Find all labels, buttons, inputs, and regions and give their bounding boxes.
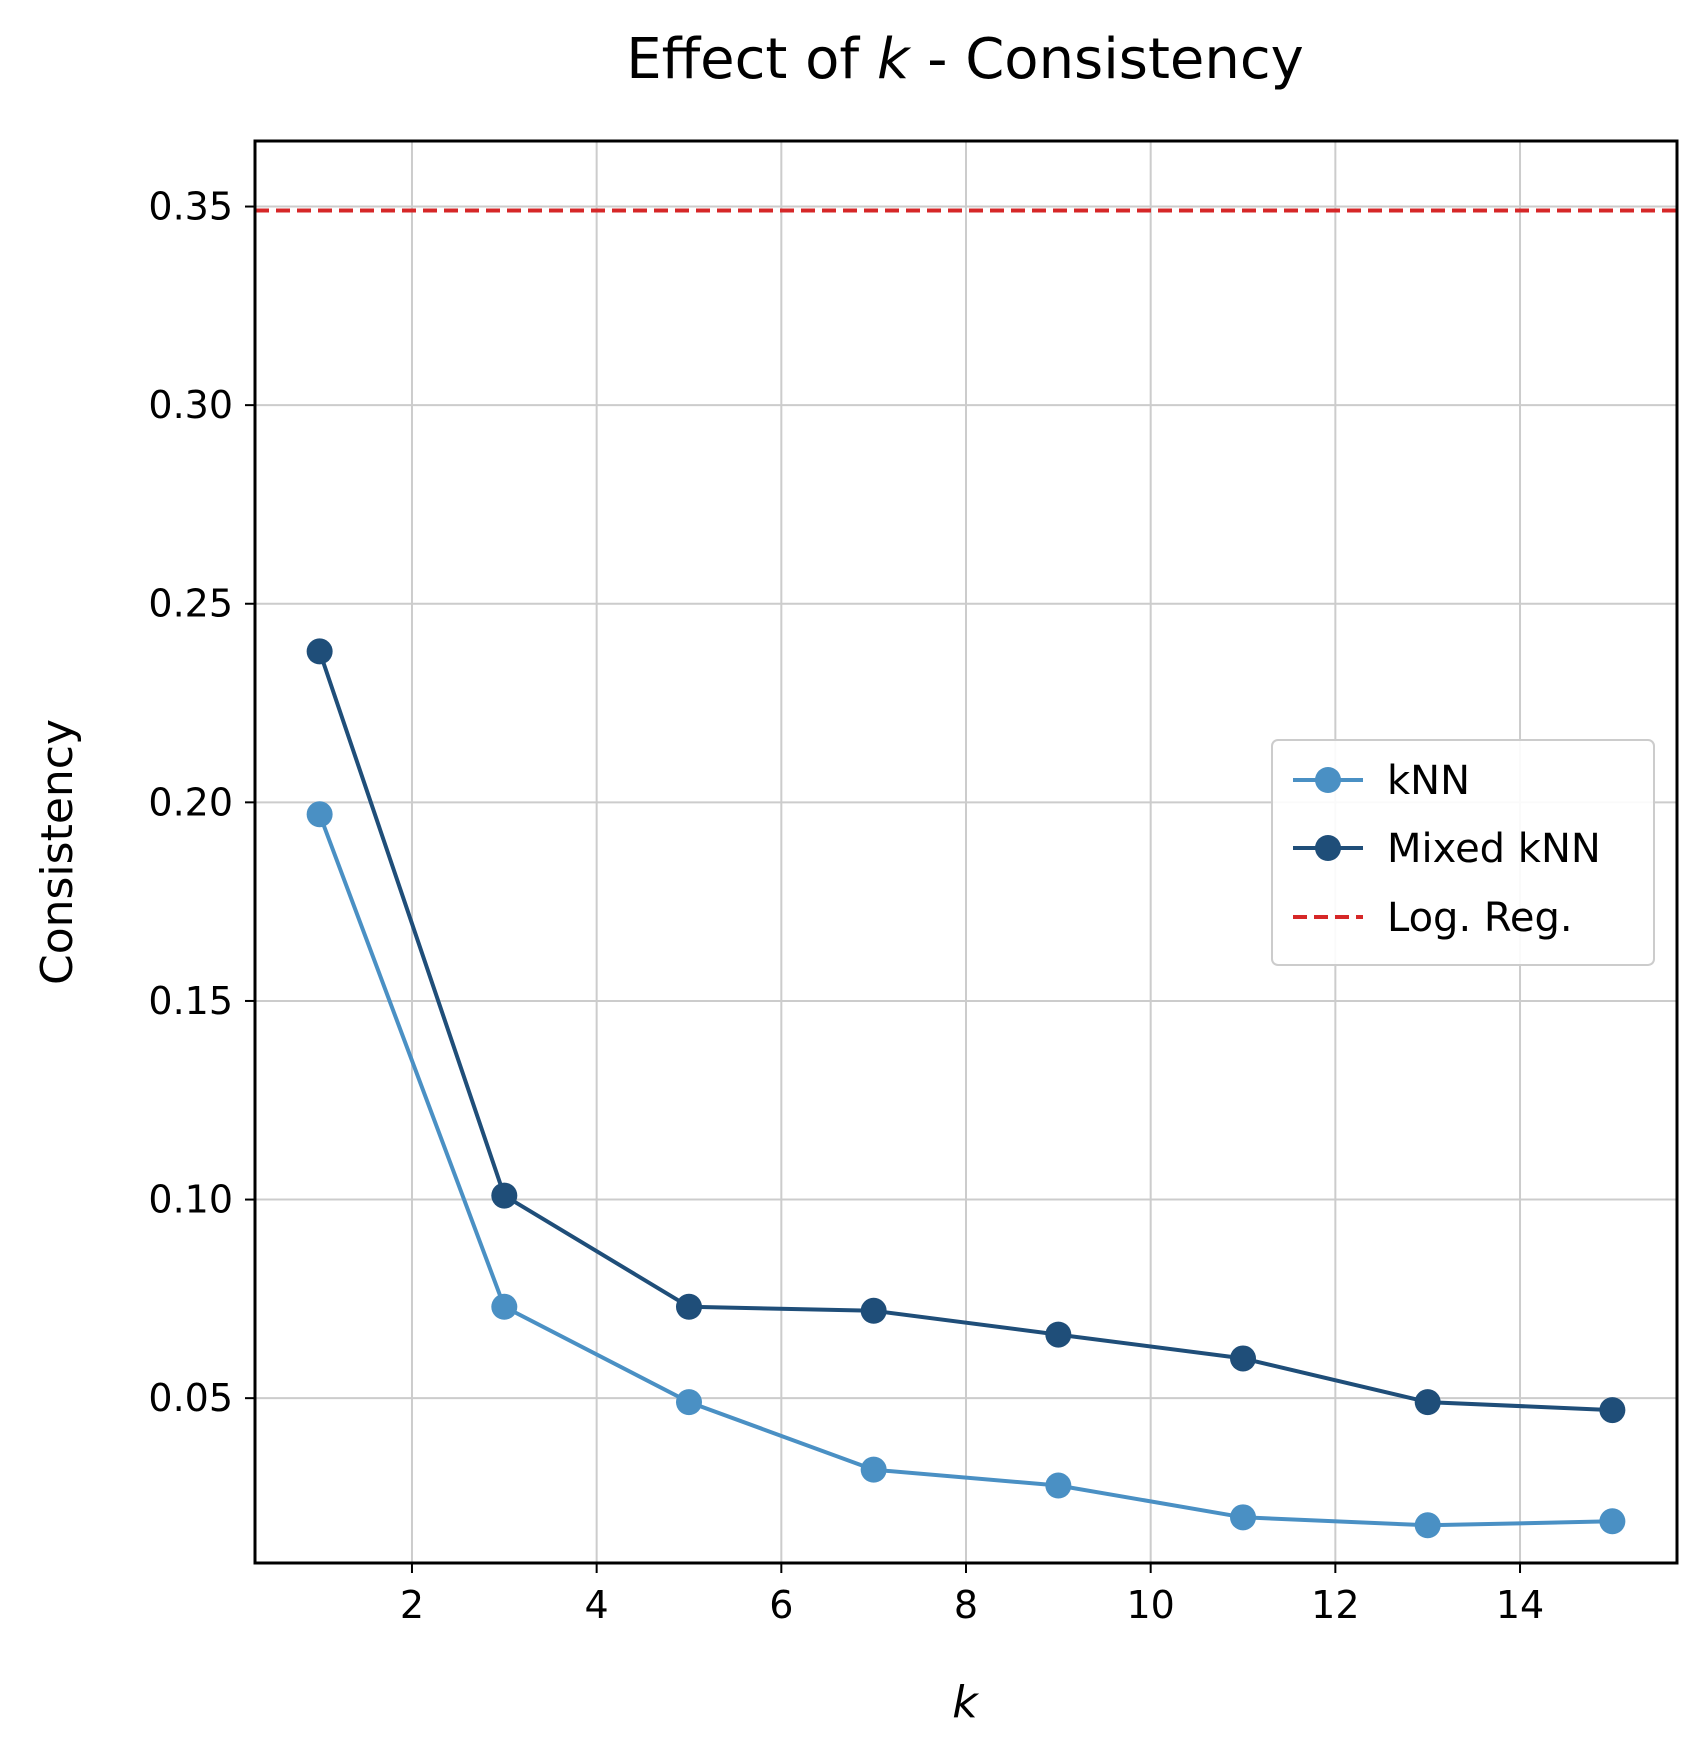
y-tick-label: 0.20 xyxy=(148,780,233,824)
x-tick-label: 6 xyxy=(769,1583,793,1627)
knn-data-point xyxy=(1599,1508,1626,1535)
data-series xyxy=(306,638,1626,1539)
x-tick-label: 10 xyxy=(1126,1583,1174,1627)
x-tick-label: 2 xyxy=(400,1583,424,1627)
y-tick-label: 0.25 xyxy=(148,582,233,626)
y-tick-label: 0.10 xyxy=(148,1178,233,1222)
y-tick-label: 0.05 xyxy=(148,1376,233,1420)
mixed-knn-data-point xyxy=(1230,1345,1257,1372)
knn-data-point xyxy=(675,1389,702,1416)
mixed-knn-data-point xyxy=(1045,1321,1072,1348)
knn-data-point xyxy=(491,1293,518,1320)
knn-data-point xyxy=(306,801,333,828)
mixed-knn-data-point xyxy=(1414,1389,1441,1416)
legend-knn-label: kNN xyxy=(1387,758,1470,804)
legend-mixed-knn-label: Mixed kNN xyxy=(1387,826,1601,872)
y-tick-label: 0.15 xyxy=(148,979,233,1023)
y-axis-label: Consistency xyxy=(32,719,83,985)
chart-title-variable: k xyxy=(877,27,912,92)
mixed-knn-data-point xyxy=(1599,1397,1626,1424)
knn-series-line xyxy=(317,813,1613,1528)
x-tick-label: 12 xyxy=(1311,1583,1359,1627)
legend-mixed-knn-marker xyxy=(1315,835,1341,861)
y-tick-label: 0.30 xyxy=(148,383,233,427)
legend-box xyxy=(1271,739,1655,966)
x-axis-label: k xyxy=(952,1677,979,1728)
mixed-knn-data-point xyxy=(306,638,333,665)
knn-data-point xyxy=(1414,1512,1441,1539)
x-tick-label: 4 xyxy=(585,1583,609,1627)
knn-data-point xyxy=(1045,1472,1072,1499)
legend-log-reg-label: Log. Reg. xyxy=(1387,895,1573,941)
knn-data-point xyxy=(860,1456,887,1483)
chart-title: Effect of k - Consistency xyxy=(626,27,1304,92)
mixed-knn-series-line xyxy=(317,650,1613,1413)
x-axis-ticks: 2 4 6 8 10 12 14 xyxy=(400,1563,1544,1627)
mixed-knn-data-point xyxy=(860,1297,887,1324)
chart-title-prefix: Effect of xyxy=(626,27,877,92)
chart-title-suffix: - Consistency xyxy=(909,27,1303,92)
legend: kNN Mixed kNN Log. Reg. xyxy=(1271,739,1655,966)
x-tick-label: 14 xyxy=(1496,1583,1544,1627)
y-axis-ticks: 0.05 0.10 0.15 0.20 0.25 0.30 0.35 xyxy=(148,185,255,1420)
mixed-knn-data-point xyxy=(675,1293,702,1320)
legend-knn-marker xyxy=(1315,767,1341,793)
y-tick-label: 0.35 xyxy=(148,185,233,229)
knn-data-point xyxy=(1230,1504,1257,1531)
mixed-knn-data-point xyxy=(491,1182,518,1209)
x-tick-label: 8 xyxy=(954,1583,978,1627)
